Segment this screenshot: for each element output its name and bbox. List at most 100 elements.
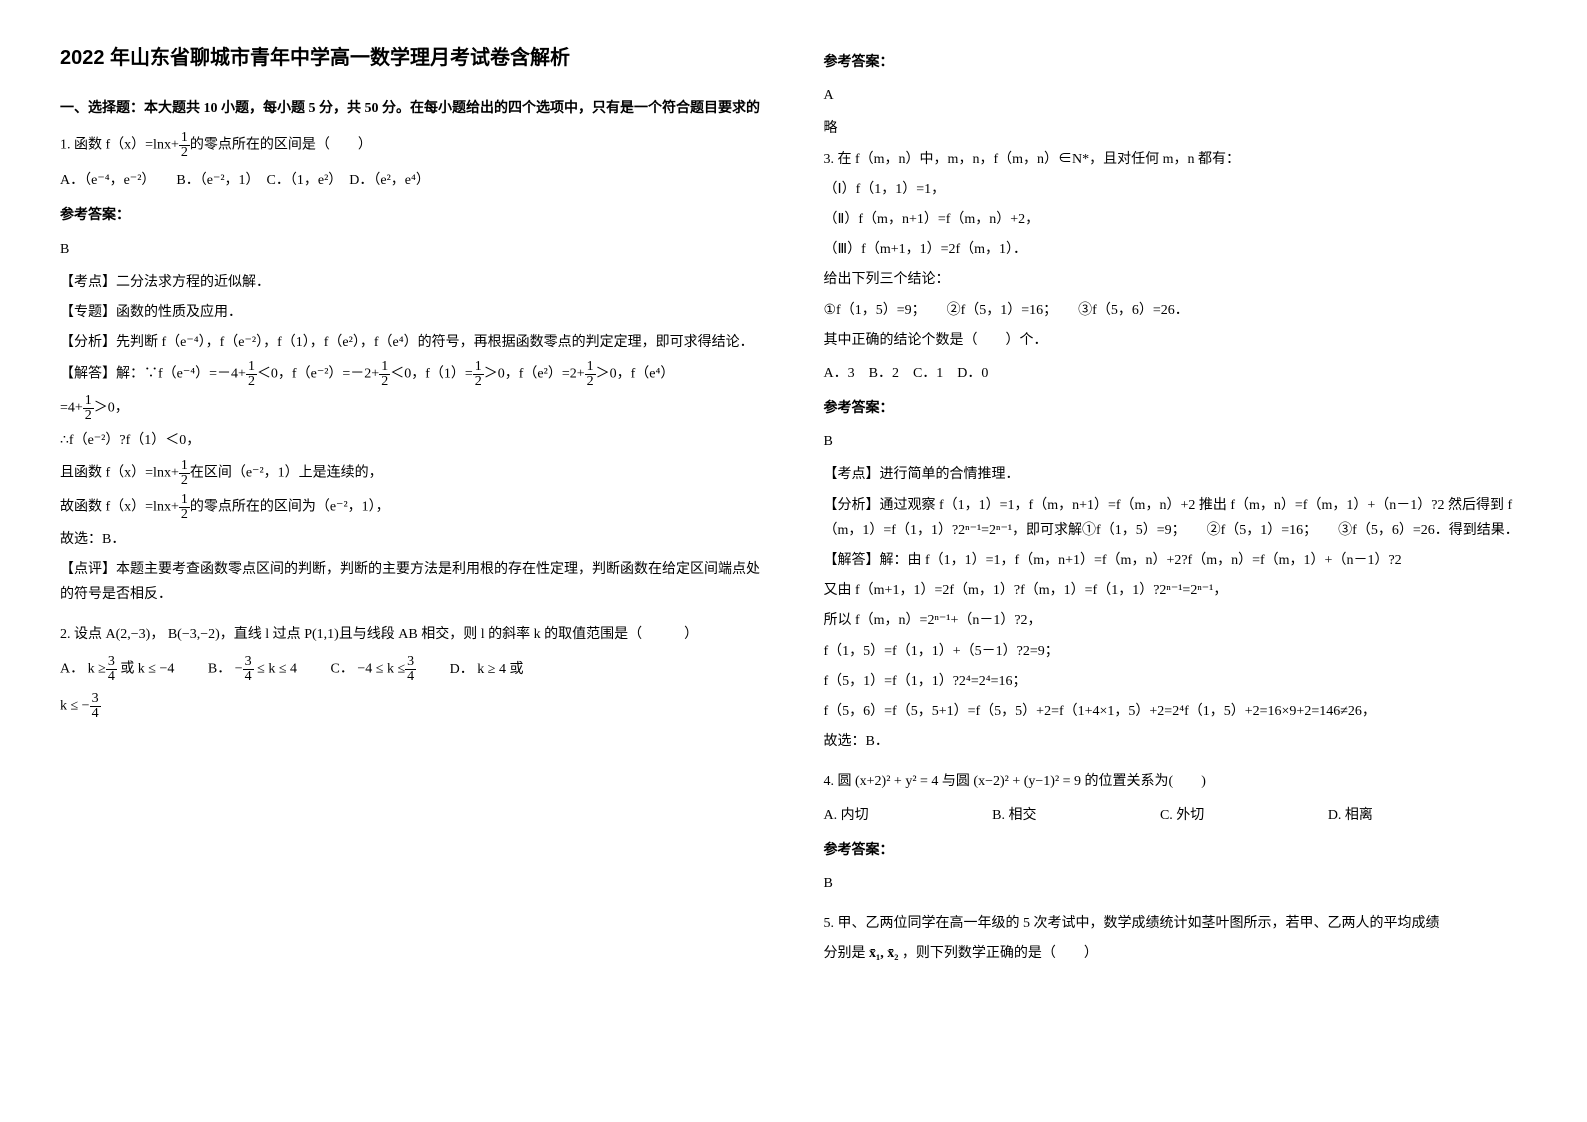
q5-stem: 5. 甲、乙两位同学在高一年级的 5 次考试中，数学成绩统计如茎叶图所示，若甲、… [824,911,1528,936]
q2-options: A． k ≥34 或 k ≤ −4 B． −34 ≤ k ≤ 4 C． −4 ≤… [60,655,764,684]
q3-sol7: 故选：B． [824,729,1528,754]
q2-optA-t2: 或 k ≤ −4 [120,662,174,677]
question-5: 5. 甲、乙两位同学在高一年级的 5 次考试中，数学成绩统计如茎叶图所示，若甲、… [824,911,1528,966]
q1-analysis: 【分析】先判断 f（e⁻⁴），f（e⁻²），f（1），f（e²），f（e⁴）的符… [60,330,764,355]
q2-pointA: A(2,−3) [106,627,151,642]
frac: 12 [473,360,484,389]
q1-sol5-func: f（x）=lnx+ [106,499,179,514]
q1-sol5-suffix: 的零点所在的区间为（e⁻²，1）， [190,499,390,514]
q1-stem-prefix: 1. 函数 [60,138,102,153]
q3-sol6: f（5，6）=f（5，5+1）=f（5，5）+2=f（1+4×1，5）+2=2⁴… [824,699,1528,724]
q2-optC: C． −4 ≤ k ≤34 [331,655,417,684]
q4-mid: 与圆 [942,774,970,789]
q4-eq2: (x−2)² + (y−1)² = 9 [973,774,1081,789]
q1-sol1-mid1: ＜0，f（e⁻²）=－2+ [257,367,379,382]
ans-r1-note: 略 [824,116,1528,141]
question-3: 3. 在 f（m，n）中，m，n，f（m，n）∈N*，且对任何 m，n 都有： … [824,147,1528,755]
q1-sol4: 且函数 f（x）=lnx+12在区间（e⁻²，1）上是连续的， [60,459,764,488]
frac: 34 [90,692,101,721]
q1-sol2: =4+12＞0， [60,394,764,423]
q3-ask: 其中正确的结论个数是（ ）个． [824,328,1528,353]
question-1: 1. 函数 f（x）=lnx+12的零点所在的区间是（ ） A．（e⁻⁴，e⁻²… [60,131,764,607]
q1-sol5: 故函数 f（x）=lnx+12的零点所在的区间为（e⁻²，1）， [60,493,764,522]
q2-optA-prefix: A． [60,662,84,677]
q3-cond1: （Ⅰ）f（1，1）=1， [824,177,1528,202]
q2-stem-suffix: 且与线段 AB 相交，则 l 的斜率 k 的取值范围是（ ） [339,627,698,642]
q3-sol2: 又由 f（m+1，1）=2f（m，1）?f（m，1）=f（1，1）?2ⁿ⁻¹=2… [824,578,1528,603]
q1-ans: B [60,237,764,262]
q1-stem: 1. 函数 f（x）=lnx+12的零点所在的区间是（ ） [60,131,764,160]
q2-optC-prefix: C． [331,662,354,677]
q4-stem-suffix: 的位置关系为( ) [1085,774,1206,789]
frac: 12 [83,394,94,423]
q1-func: f（x）=lnx+ [106,138,179,153]
q1-stem-suffix: 的零点所在的区间是（ ） [190,138,372,153]
q1-comment: 【点评】本题主要考查函数零点区间的判断，判断的主要方法是利用根的存在性定理，判断… [60,557,764,607]
frac: 12 [179,459,190,488]
q3-sol5: f（5，1）=f（1，1）?2⁴=2⁴=16； [824,669,1528,694]
q2-optB-t2: ≤ k ≤ 4 [257,662,297,677]
main-title: 2022 年山东省聊城市青年中学高一数学理月考试卷含解析 [60,40,764,76]
q4-opts: A. 内切 B. 相交 C. 外切 D. 相离 [824,803,1528,828]
fraction-half: 12 [179,131,190,160]
ans-r1: A [824,83,1528,108]
q2-optD-line2: k ≤ −34 [60,692,764,721]
q3-cond2: （Ⅱ）f（m，n+1）=f（m，n）+2， [824,207,1528,232]
q1-ans-header: 参考答案： [60,203,764,228]
q1-sol1-mid2: ＜0，f（1）= [390,367,473,382]
q3-ans-header: 参考答案： [824,396,1528,421]
frac: 12 [585,360,596,389]
q2-optD-t: k ≥ 4 或 [477,662,523,677]
right-column: 参考答案： A 略 3. 在 f（m，n）中，m，n，f（m，n）∈N*，且对任… [824,40,1528,981]
q1-sol2-suffix: ＞0， [94,401,129,416]
q2-optA: A． k ≥34 或 k ≤ −4 [60,655,174,684]
q3-analysis: 【分析】通过观察 f（1，1）=1，f（m，n+1）=f（m，n）+2 推出 f… [824,493,1528,543]
q3-sol4: f（1，5）=f（1，1）+（5－1）?2=9； [824,639,1528,664]
question-2: 2. 设点 A(2,−3)， B(−3,−2)，直线 l 过点 P(1,1)且与… [60,622,764,721]
q4-optB: B. 相交 [992,803,1036,828]
q1-sol4-func: f（x）=lnx+ [106,465,179,480]
section-title: 一、选择题：本大题共 10 小题，每小题 5 分，共 50 分。在每小题给出的四… [60,96,764,121]
q4-ans-header: 参考答案： [824,838,1528,863]
frac: 34 [106,655,117,684]
q1-options: A．（e⁻⁴，e⁻²） B．（e⁻²，1） C．（1，e²） D．（e²，e⁴） [60,168,764,193]
q2-optB: B． −34 ≤ k ≤ 4 [208,655,297,684]
q4-ans: B [824,871,1528,896]
frac: 12 [379,360,390,389]
q1-sol2-prefix: =4+ [60,401,83,416]
frac: 34 [243,655,254,684]
q5-stem2-suffix: ，则下列数学正确的是（ ） [902,946,1098,961]
ans-header-r1: 参考答案： [824,50,1528,75]
frac: 12 [246,360,257,389]
q4-stem: 4. 圆 (x+2)² + y² = 4 与圆 (x−2)² + (y−1)² … [824,769,1528,794]
frac: 12 [179,493,190,522]
q2-optD: D． k ≥ 4 或 [450,657,524,682]
q4-optA: A. 内切 [824,803,869,828]
q4-stem-prefix: 4. 圆 [824,774,852,789]
q1-sol4-suffix: 在区间（e⁻²，1）上是连续的， [190,465,383,480]
q1-tag1: 【考点】二分法求方程的近似解． [60,270,764,295]
q5-stem2: 分别是 x̄₁, x̄₂ ，则下列数学正确的是（ ） [824,941,1528,966]
q2-pointB: B(−3,−2) [168,627,220,642]
q1-sol1-mid3: ＞0，f（e²）=2+ [484,367,585,382]
q2-mid1: ，直线 l 过点 [220,627,301,642]
q2-stem-prefix: 2. 设点 [60,627,102,642]
q2-optC-t: −4 ≤ k ≤ [357,662,405,677]
q5-var: x̄₁, x̄₂ [869,946,898,961]
q3-items: ①f（1，5）=9； ②f（5，1）=16； ③f（5，6）=26． [824,298,1528,323]
q1-sol1-suffix: ＞0，f（e⁴） [596,367,675,382]
q3-sol3: 所以 f（m，n）=2ⁿ⁻¹+（n－1）?2， [824,608,1528,633]
frac: 34 [405,655,416,684]
q1-sol4-prefix: 且函数 [60,465,102,480]
q2-optA-t1: k ≥ [88,662,106,677]
q2-pointP: P(1,1) [304,627,339,642]
q2-comma: ， [150,627,164,642]
q4-optC: C. 外切 [1160,803,1204,828]
q3-ans: B [824,429,1528,454]
q2-optD-l2: k ≤ − [60,699,90,714]
q4-eq1: (x+2)² + y² = 4 [855,774,938,789]
q3-stem: 3. 在 f（m，n）中，m，n，f（m，n）∈N*，且对任何 m，n 都有： [824,147,1528,172]
q1-sol1-prefix: 【解答】解：∵f（e⁻⁴）=－4+ [60,367,246,382]
page-container: 2022 年山东省聊城市青年中学高一数学理月考试卷含解析 一、选择题：本大题共 … [60,40,1527,981]
q2-stem: 2. 设点 A(2,−3)， B(−3,−2)，直线 l 过点 P(1,1)且与… [60,622,764,647]
